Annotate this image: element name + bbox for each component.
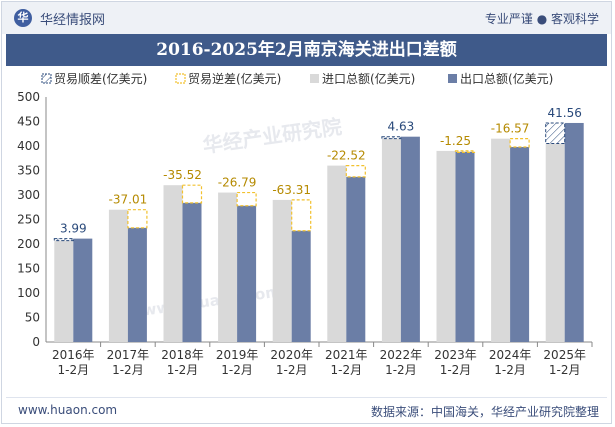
export-bar xyxy=(400,136,420,342)
y-tick-label: 200 xyxy=(17,237,40,251)
y-tick-label: 450 xyxy=(17,115,40,129)
legend-swatch-export xyxy=(448,74,457,83)
balance-label: -22.52 xyxy=(327,149,366,163)
y-tick-label: 0 xyxy=(32,335,40,349)
deficit-mark xyxy=(181,184,203,204)
balance-label: -26.79 xyxy=(218,176,257,190)
y-tick-label: 500 xyxy=(17,90,40,104)
import-bar xyxy=(108,209,128,342)
y-tick-label: 400 xyxy=(17,139,40,153)
balance-label: -63.31 xyxy=(272,183,311,197)
deficit-mark xyxy=(236,191,257,207)
logo-icon: 华 xyxy=(14,9,32,27)
deficit-mark xyxy=(509,138,530,148)
export-bar xyxy=(73,238,93,342)
import-bar xyxy=(272,199,292,342)
balance-label: -35.52 xyxy=(163,168,202,182)
x-tick-label: 1-2月 xyxy=(57,363,89,377)
export-bar xyxy=(291,230,311,342)
legend-label: 贸易顺差(亿美元) xyxy=(54,71,147,86)
x-tick-label: 2016年 xyxy=(52,348,95,362)
y-tick-label: 150 xyxy=(17,262,40,276)
surplus-mark xyxy=(53,238,74,242)
x-tick-label: 1-2月 xyxy=(112,363,144,377)
x-tick-label: 2022年 xyxy=(380,348,423,362)
export-bar xyxy=(455,151,475,342)
top-bar: 华 华经情报网 专业严谨 ● 客观科学 xyxy=(2,2,611,34)
y-tick-label: 250 xyxy=(17,213,40,227)
surplus-mark xyxy=(381,136,402,140)
x-tick-label: 1-2月 xyxy=(167,363,199,377)
x-tick-label: 1-2月 xyxy=(330,363,362,377)
x-tick-label: 1-2月 xyxy=(276,363,308,377)
footer-divider xyxy=(6,397,607,398)
balance-label: 41.56 xyxy=(548,106,582,120)
x-tick-label: 2025年 xyxy=(543,348,586,362)
balance-label: -16.57 xyxy=(491,122,530,136)
x-tick-label: 1-2月 xyxy=(440,363,472,377)
footer-source: 数据来源：中国海关，华经产业研究院整理 xyxy=(370,405,599,419)
x-tick-label: 1-2月 xyxy=(221,363,253,377)
x-tick-label: 2018年 xyxy=(161,348,204,362)
x-tick-label: 2024年 xyxy=(489,348,532,362)
export-bar xyxy=(346,176,366,342)
legend-swatch-surplus xyxy=(41,73,52,84)
balance-label: 3.99 xyxy=(60,222,87,236)
surplus-mark xyxy=(545,122,566,145)
balance-label: 4.63 xyxy=(388,120,415,134)
import-bar xyxy=(54,240,74,342)
deficit-mark xyxy=(454,150,476,153)
x-tick-label: 2019年 xyxy=(216,348,259,362)
y-tick-label: 300 xyxy=(17,188,40,202)
deficit-mark xyxy=(345,165,366,178)
import-bar xyxy=(436,150,456,342)
brand-name[interactable]: 华经情报网 xyxy=(40,13,106,28)
import-bar xyxy=(327,165,347,342)
y-tick-label: 50 xyxy=(25,311,40,325)
export-bar xyxy=(510,146,530,342)
export-bar xyxy=(182,202,202,342)
legend-label: 贸易逆差(亿美元) xyxy=(188,71,281,86)
import-bar xyxy=(218,192,238,342)
legend-swatch-import xyxy=(310,74,319,83)
legend-label: 进口总额(亿美元) xyxy=(322,71,415,86)
import-bar xyxy=(491,138,511,342)
x-tick-label: 1-2月 xyxy=(385,363,417,377)
import-bar xyxy=(381,138,401,342)
legend-label: 出口总额(亿美元) xyxy=(460,71,553,86)
balance-label: -1.25 xyxy=(440,134,471,148)
x-tick-label: 2020年 xyxy=(270,348,313,362)
y-tick-label: 100 xyxy=(17,286,40,300)
deficit-mark xyxy=(127,209,148,229)
balance-label: -37.01 xyxy=(109,193,148,207)
export-bar xyxy=(564,122,584,342)
y-tick-label: 350 xyxy=(17,164,40,178)
x-tick-label: 2017年 xyxy=(107,348,150,362)
x-tick-label: 2023年 xyxy=(434,348,477,362)
x-tick-label: 2021年 xyxy=(325,348,368,362)
footer-website[interactable]: www.huaon.com xyxy=(18,403,118,417)
import-bar xyxy=(163,185,183,342)
import-bar xyxy=(545,143,565,342)
export-bar xyxy=(237,205,257,342)
tagline: 专业严谨 ● 客观科学 xyxy=(484,12,599,26)
x-tick-label: 1-2月 xyxy=(494,363,526,377)
legend-swatch-deficit xyxy=(175,73,186,84)
deficit-mark xyxy=(291,199,312,232)
export-bar xyxy=(127,227,147,342)
x-tick-label: 1-2月 xyxy=(549,363,581,377)
chart-title: 2016-2025年2月南京海关进出口差额 xyxy=(6,34,607,66)
